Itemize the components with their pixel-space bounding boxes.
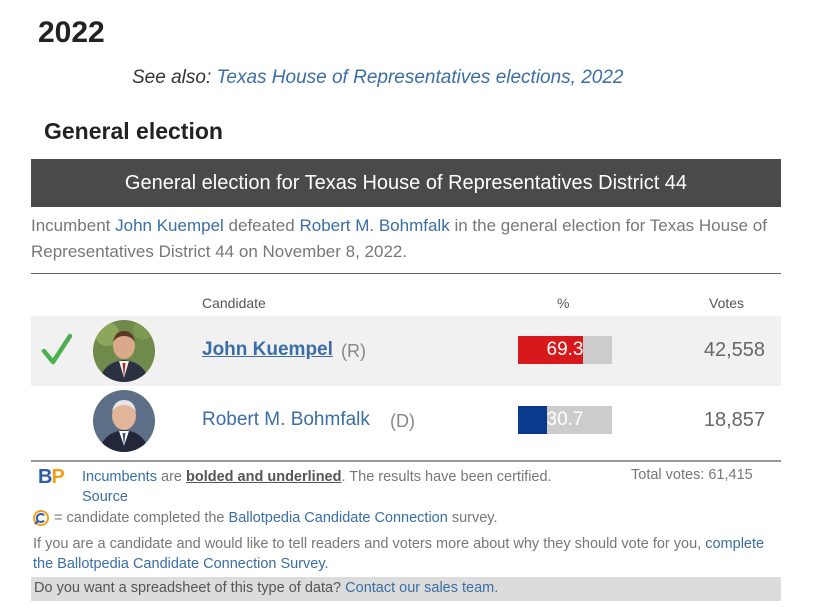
divider [31,273,781,274]
logo-letter-b: B [38,466,52,488]
candidate-message: If you are a candidate and would like to… [33,534,778,574]
election-summary: Incumbent John Kuempel defeated Robert M… [31,213,771,265]
cc-suffix: survey. [451,510,498,526]
percent-bar-fill [518,406,547,434]
sales-question: Do you want a spreadsheet of this type o… [34,580,342,596]
vote-count: 42,558 [703,339,765,361]
total-votes: Total votes: 61,415 [631,467,753,483]
candidate-photo [93,390,155,452]
summary-verb: defeated [228,216,295,235]
bolded-underlined-text: bolded and underlined [186,469,342,485]
candidate-party: (D) [390,411,415,431]
candidate-party: (R) [341,341,366,361]
section-heading: General election [44,118,223,144]
vote-count: 18,857 [703,409,765,431]
candidate-row: John Kuempel (R) 69.3 42,558 [31,316,781,386]
candidate-connection-note: = candidate completed the Ballotpedia Ca… [33,510,498,526]
percent-label: 69.3 [546,339,584,360]
summary-loser-link[interactable]: Robert M. Bohmfalk [299,216,450,235]
column-header-votes: Votes [709,295,745,311]
divider [31,460,781,462]
candidate-name-link[interactable]: John Kuempel [202,339,333,360]
percent-label: 30.7 [546,409,584,430]
candidate-name-link[interactable]: Robert M. Bohmfalk [202,409,370,430]
summary-prefix: Incumbent [31,216,111,235]
see-also-prefix: See also: [132,67,212,88]
percent-bar-fill [518,336,584,364]
see-also: See also: Texas House of Representatives… [132,67,624,89]
sales-bar: Do you want a spreadsheet of this type o… [31,577,781,601]
survey-link[interactable]: complete the Ballotpedia Candidate Conne… [33,536,765,572]
column-header-percent: % [557,295,570,311]
candidate-message-text: If you are a candidate and would like to… [33,536,702,552]
summary-winner-link[interactable]: John Kuempel [115,216,224,235]
source-link[interactable]: Source [82,489,128,505]
election-banner: General election for Texas House of Repr… [31,159,781,207]
check-icon [41,333,73,365]
certified-text: . The results have been certified. [341,469,552,485]
logo-letter-p: P [51,466,64,488]
percent-bar: 30.7 [518,406,612,434]
sales-link[interactable]: Contact our sales team. [345,580,499,596]
year-heading: 2022 [38,16,105,49]
cc-prefix: = candidate completed the [54,510,225,526]
see-also-link[interactable]: Texas House of Representatives elections… [216,67,624,88]
are-text: are [161,469,182,485]
candidate-row: Robert M. Bohmfalk (D) 30.7 18,857 [31,386,781,456]
candidate-connection-icon [33,510,49,526]
column-header-candidate: Candidate [202,295,266,311]
candidate-photo [93,320,155,382]
banner-title: General election for Texas House of Repr… [124,171,688,194]
summary-suffix: in the general election for Texas House … [31,216,767,261]
candidate-connection-link[interactable]: Ballotpedia Candidate Connection [228,510,448,526]
ballotpedia-logo: BP [38,466,65,489]
percent-bar: 69.3 [518,336,612,364]
results-footnote: Incumbents are bolded and underlined. Th… [82,467,552,507]
incumbents-link[interactable]: Incumbents [82,469,157,485]
